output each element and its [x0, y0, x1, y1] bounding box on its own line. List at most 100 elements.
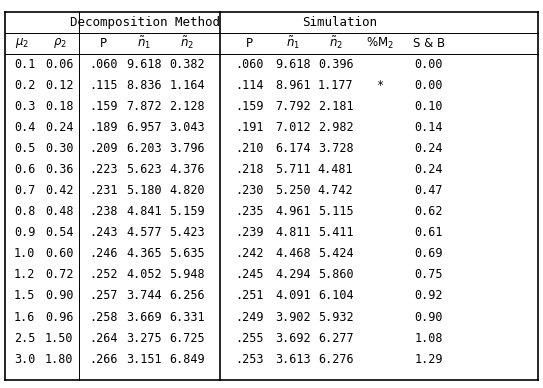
- Text: 5.623: 5.623: [126, 163, 162, 176]
- Text: .189: .189: [89, 121, 117, 134]
- Text: 0.69: 0.69: [415, 248, 443, 260]
- Text: 0.00: 0.00: [415, 58, 443, 71]
- Text: .251: .251: [236, 289, 264, 303]
- Text: 0.12: 0.12: [45, 79, 73, 92]
- Text: 0.60: 0.60: [45, 248, 73, 260]
- Text: P: P: [100, 37, 106, 50]
- Text: 0.61: 0.61: [415, 226, 443, 239]
- Text: 0.6: 0.6: [14, 163, 35, 176]
- Text: 6.174: 6.174: [275, 142, 311, 155]
- Text: .257: .257: [89, 289, 117, 303]
- Text: 1.177: 1.177: [318, 79, 353, 92]
- Text: 1.6: 1.6: [14, 310, 35, 324]
- Text: P: P: [247, 37, 253, 50]
- Text: 0.48: 0.48: [45, 205, 73, 218]
- Text: 0.9: 0.9: [14, 226, 35, 239]
- Text: 2.5: 2.5: [14, 332, 35, 345]
- Text: 3.692: 3.692: [275, 332, 311, 345]
- Text: 1.29: 1.29: [415, 353, 443, 365]
- Text: 3.669: 3.669: [126, 310, 162, 324]
- Text: 0.24: 0.24: [415, 163, 443, 176]
- Text: 4.376: 4.376: [169, 163, 205, 176]
- Text: .239: .239: [236, 226, 264, 239]
- Text: 3.275: 3.275: [126, 332, 162, 345]
- Text: $\tilde{n}_1$: $\tilde{n}_1$: [286, 35, 300, 52]
- Text: 0.7: 0.7: [14, 184, 35, 197]
- Text: 5.115: 5.115: [318, 205, 353, 218]
- Text: .258: .258: [89, 310, 117, 324]
- Text: .115: .115: [89, 79, 117, 92]
- Text: 8.836: 8.836: [126, 79, 162, 92]
- Text: 4.961: 4.961: [275, 205, 311, 218]
- Text: 1.08: 1.08: [415, 332, 443, 345]
- Text: .235: .235: [236, 205, 264, 218]
- Text: 0.14: 0.14: [415, 121, 443, 134]
- Text: 2.181: 2.181: [318, 100, 353, 113]
- Text: 1.50: 1.50: [45, 332, 73, 345]
- Text: .245: .245: [236, 268, 264, 281]
- Text: S & B: S & B: [413, 37, 445, 50]
- Text: 8.961: 8.961: [275, 79, 311, 92]
- Text: 5.948: 5.948: [169, 268, 205, 281]
- Text: 0.18: 0.18: [45, 100, 73, 113]
- Text: .252: .252: [89, 268, 117, 281]
- Text: 5.159: 5.159: [169, 205, 205, 218]
- Text: $\tilde{n}_1$: $\tilde{n}_1$: [137, 35, 151, 52]
- Text: 0.36: 0.36: [45, 163, 73, 176]
- Text: .230: .230: [236, 184, 264, 197]
- Text: 9.618: 9.618: [275, 58, 311, 71]
- Text: 3.902: 3.902: [275, 310, 311, 324]
- Text: .209: .209: [89, 142, 117, 155]
- Text: 0.396: 0.396: [318, 58, 353, 71]
- Text: 1.80: 1.80: [45, 353, 73, 365]
- Text: 0.75: 0.75: [415, 268, 443, 281]
- Text: 4.091: 4.091: [275, 289, 311, 303]
- Text: $\rho_2$: $\rho_2$: [53, 36, 67, 50]
- Text: 5.411: 5.411: [318, 226, 353, 239]
- Text: 0.06: 0.06: [45, 58, 73, 71]
- Text: 5.711: 5.711: [275, 163, 311, 176]
- Text: 0.3: 0.3: [14, 100, 35, 113]
- Text: 5.424: 5.424: [318, 248, 353, 260]
- Text: 0.1: 0.1: [14, 58, 35, 71]
- Text: *: *: [376, 79, 384, 92]
- Text: .264: .264: [89, 332, 117, 345]
- Text: 0.5: 0.5: [14, 142, 35, 155]
- Text: 7.872: 7.872: [126, 100, 162, 113]
- Text: 7.792: 7.792: [275, 100, 311, 113]
- Text: 5.423: 5.423: [169, 226, 205, 239]
- Text: 4.365: 4.365: [126, 248, 162, 260]
- Text: 0.62: 0.62: [415, 205, 443, 218]
- Text: .060: .060: [236, 58, 264, 71]
- Text: .210: .210: [236, 142, 264, 155]
- Text: Decomposition Method: Decomposition Method: [70, 16, 220, 29]
- Text: 9.618: 9.618: [126, 58, 162, 71]
- Text: .223: .223: [89, 163, 117, 176]
- Text: .159: .159: [236, 100, 264, 113]
- Text: 4.820: 4.820: [169, 184, 205, 197]
- Text: 6.277: 6.277: [318, 332, 353, 345]
- Text: 2.982: 2.982: [318, 121, 353, 134]
- Text: %M$_2$: %M$_2$: [366, 36, 394, 51]
- Text: .253: .253: [236, 353, 264, 365]
- Text: 6.276: 6.276: [318, 353, 353, 365]
- Text: 6.104: 6.104: [318, 289, 353, 303]
- Text: 4.294: 4.294: [275, 268, 311, 281]
- Text: 3.728: 3.728: [318, 142, 353, 155]
- Text: .060: .060: [89, 58, 117, 71]
- Text: .231: .231: [89, 184, 117, 197]
- Text: .249: .249: [236, 310, 264, 324]
- Text: 0.47: 0.47: [415, 184, 443, 197]
- Text: .238: .238: [89, 205, 117, 218]
- Text: 7.012: 7.012: [275, 121, 311, 134]
- Text: 2.128: 2.128: [169, 100, 205, 113]
- Text: .242: .242: [236, 248, 264, 260]
- Text: .255: .255: [236, 332, 264, 345]
- Text: .243: .243: [89, 226, 117, 239]
- Text: 0.96: 0.96: [45, 310, 73, 324]
- Text: $\tilde{n}_2$: $\tilde{n}_2$: [329, 35, 343, 52]
- Text: 4.468: 4.468: [275, 248, 311, 260]
- Text: 1.164: 1.164: [169, 79, 205, 92]
- Text: 0.90: 0.90: [415, 310, 443, 324]
- Text: .218: .218: [236, 163, 264, 176]
